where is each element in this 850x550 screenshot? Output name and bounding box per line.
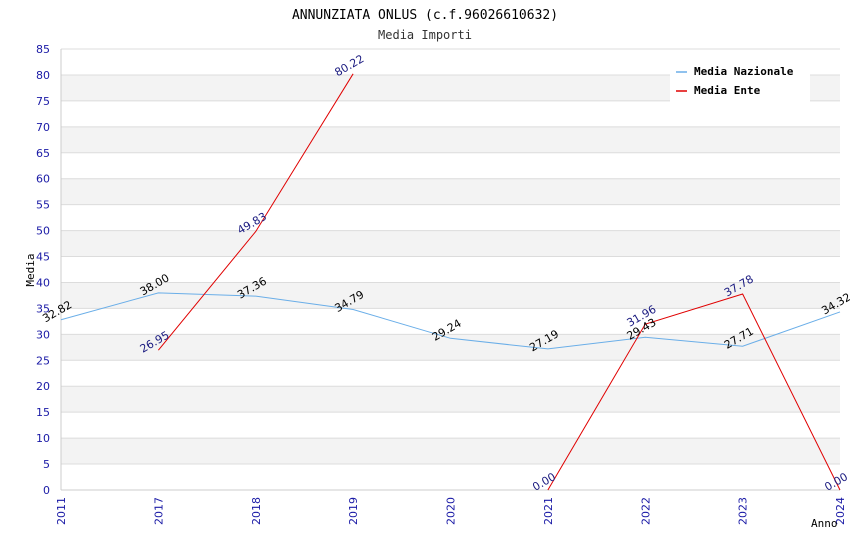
y-tick-label: 25: [36, 354, 50, 367]
y-tick-label: 35: [36, 302, 50, 315]
grid-bands: [61, 49, 840, 490]
x-tick-label: 2021: [542, 497, 555, 525]
y-tick-label: 50: [36, 225, 50, 238]
x-tick-label: 2023: [737, 497, 750, 525]
x-tick-label: 2022: [639, 497, 652, 525]
legend-label-nazionale: Media Nazionale: [694, 65, 794, 78]
y-tick-label: 15: [36, 406, 50, 419]
legend-label-ente: Media Ente: [694, 84, 761, 97]
x-tick-labels: 2011 2017 2018 2019 2020 2021 2022 2023 2024: [55, 497, 847, 525]
grid-band: [61, 178, 840, 205]
x-tick-label: 2019: [347, 497, 360, 525]
y-tick-label: 30: [36, 328, 50, 341]
legend-box: [670, 60, 810, 102]
series-lines: [60, 73, 841, 491]
y-tick-label: 55: [36, 199, 50, 212]
chart-subtitle: Media Importi: [378, 28, 472, 42]
y-tick-label: 45: [36, 251, 50, 264]
y-tick-label: 80: [36, 69, 50, 82]
chart-title: ANNUNZIATA ONLUS (c.f.96026610632): [292, 8, 558, 23]
x-tick-label: 2020: [445, 497, 458, 525]
x-tick-label: 2018: [250, 497, 263, 525]
x-axis-label: Anno: [811, 517, 838, 530]
axes: [60, 49, 840, 491]
series-line-nazionale: [60, 292, 841, 350]
y-tick-label: 10: [36, 432, 50, 445]
y-tick-label: 5: [43, 458, 50, 471]
y-tick-label: 60: [36, 173, 50, 186]
y-tick-label: 85: [36, 43, 50, 56]
grid-band: [61, 386, 840, 413]
x-tick-label: 2017: [152, 497, 165, 525]
y-tick-label: 65: [36, 147, 50, 160]
y-tick-labels: 0 5 10 15 20 25 30 35 40 45 50 55 60 65 70 75 80 85: [36, 43, 50, 497]
series-line-ente: [157, 73, 354, 351]
grid-band: [61, 230, 840, 257]
grid-band: [61, 126, 840, 153]
x-tick-label: 2011: [55, 497, 68, 525]
plot-area: [61, 49, 840, 490]
x-tick-label: 2024: [834, 497, 847, 525]
legend: Media Nazionale Media Ente: [670, 60, 810, 102]
y-tick-label: 40: [36, 276, 50, 289]
grid-band: [61, 438, 840, 465]
grid-band: [61, 282, 840, 309]
y-tick-label: 20: [36, 380, 50, 393]
series-line-ente: [547, 293, 841, 491]
y-tick-label: 0: [43, 484, 50, 497]
y-tick-label: 75: [36, 95, 50, 108]
y-tick-label: 70: [36, 121, 50, 134]
y-axis-label: Media: [24, 253, 37, 286]
